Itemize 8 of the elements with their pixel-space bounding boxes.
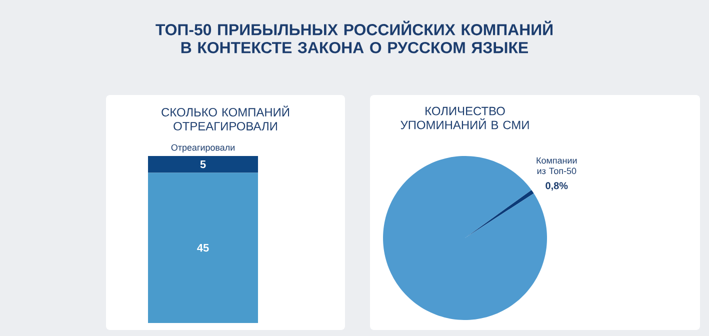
data-label: 0,8% bbox=[546, 182, 568, 191]
slice-label: Компании из Топ-50 bbox=[536, 157, 577, 174]
text: ТОП-50 ПРИБЫЛЬНЫХ РОССИЙСКИХ КОМПАНИЙ В КОНТЕКСТЕ ЗАКОНА О РУССКОМ ЯЗЫКЕ bbox=[156, 20, 552, 54]
series-label: Отреагировали bbox=[171, 144, 234, 152]
data-label: 45 bbox=[197, 244, 209, 252]
chart-subtitle: СКОЛЬКО КОМПАНИЙ ОТРЕАГИРОВАЛИ bbox=[162, 106, 289, 130]
chart-title: КОЛИЧЕСТВО УПОМИНАНИЙ В СМИ bbox=[400, 106, 529, 130]
data-label: 5 bbox=[200, 160, 206, 168]
